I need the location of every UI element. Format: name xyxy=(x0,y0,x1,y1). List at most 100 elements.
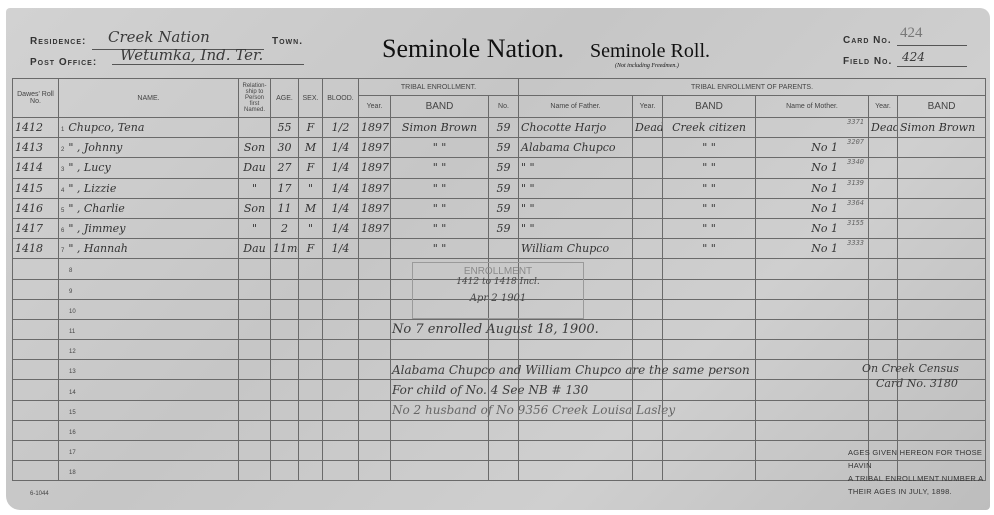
cell-blood: 1/2 xyxy=(322,116,359,139)
cell-name: 3 " , Lucy xyxy=(58,157,239,179)
note-same-person: Alabama Chupco and William Chupco are th… xyxy=(392,363,750,377)
line-number: 5 xyxy=(61,207,65,214)
cell-mother xyxy=(755,278,869,300)
stamp-range: 1412 to 1418 Incl. xyxy=(456,277,540,287)
cell-fband: " " xyxy=(662,197,756,219)
town-label: Town. xyxy=(272,36,303,47)
cell-blood xyxy=(322,439,359,462)
table-row: 1417 6 " , Jimmey " 2 " 1/4 1897 " " 59 " " " " No 1… xyxy=(12,217,987,240)
cell-blood xyxy=(322,419,359,442)
cell-no xyxy=(488,238,519,260)
cell-fyear xyxy=(632,157,663,179)
cell-fband xyxy=(662,399,756,421)
line-number: 9 xyxy=(69,288,73,295)
cell-rel xyxy=(238,258,271,280)
cell-age: 11 xyxy=(270,197,299,219)
cell-mother: 3371 xyxy=(755,116,869,139)
cell-myear xyxy=(868,298,898,320)
cell-fyear xyxy=(632,318,663,341)
table-row: 1416 5 " , Charlie Son 11 M 1/4 1897 " " 59 " " " "… xyxy=(12,197,987,219)
cell-fyear: Dead xyxy=(632,116,663,139)
cell-father xyxy=(518,460,633,482)
cell-dawes xyxy=(12,379,59,401)
cell-age xyxy=(270,460,299,482)
cell-blood xyxy=(322,379,359,401)
cell-year: 1897 xyxy=(358,137,391,159)
footer-line: A TRIBAL ENROLLMENT NUMBER A xyxy=(848,474,984,483)
cell-fband xyxy=(662,460,756,482)
cell-blood xyxy=(322,339,359,361)
line-number: 11 xyxy=(69,328,76,335)
cell-fband: Creek citizen xyxy=(662,116,756,139)
cell-dawes xyxy=(12,339,59,361)
field-no-label: Field No. xyxy=(843,56,893,67)
cell-fyear xyxy=(632,238,663,260)
cell-year xyxy=(358,339,391,361)
cell-mother xyxy=(755,379,869,401)
cell-no: 59 xyxy=(488,177,519,199)
cell-dawes xyxy=(12,419,59,442)
table-row: 1412 1 Chupco, Tena 55 F 1/2 1897 Simon Brown 59… xyxy=(12,116,987,139)
person-name: " , Jimmey xyxy=(68,222,126,236)
cell-sex: F xyxy=(298,116,323,139)
col-parents: TRIBAL ENROLLMENT OF PARENTS. xyxy=(517,78,987,96)
cell-dawes: 1414 xyxy=(12,157,59,179)
cell-dawes: 1412 xyxy=(12,116,59,139)
cell-fband xyxy=(662,278,756,300)
cell-rel xyxy=(238,339,271,361)
cell-myear xyxy=(868,137,898,159)
cell-mother xyxy=(755,419,869,442)
stamp-date: Apr 2 1901 xyxy=(469,293,527,304)
cell-mband xyxy=(896,238,987,260)
cell-blood: 1/4 xyxy=(322,177,359,199)
field-no-value: 424 xyxy=(902,50,925,64)
line-number: 4 xyxy=(61,187,65,194)
cell-mother: No 1 3155 xyxy=(755,217,869,240)
cell-year xyxy=(358,399,391,421)
cell-fband: " " xyxy=(662,238,756,260)
cell-age: 2 xyxy=(270,217,299,240)
cell-sex xyxy=(298,379,323,401)
line-number: 1 xyxy=(61,127,65,134)
census-number: 3207 xyxy=(847,138,864,147)
cell-myear xyxy=(868,278,898,300)
cell-sex xyxy=(298,399,323,421)
col-dawes: Dawes' Roll No. xyxy=(12,78,59,118)
cell-year: 1897 xyxy=(358,157,391,179)
cell-rel xyxy=(238,359,271,381)
cell-band: " " xyxy=(390,217,489,240)
cell-blood xyxy=(322,399,359,421)
blank-row: 8 xyxy=(12,258,987,280)
cell-blood: 1/4 xyxy=(322,137,359,159)
col-age: AGE. xyxy=(270,78,299,118)
cell-sex: M xyxy=(298,137,323,159)
cell-rel: Dau xyxy=(238,238,271,260)
cell-sex xyxy=(298,318,323,341)
cell-father: William Chupco xyxy=(518,238,633,260)
cell-age xyxy=(270,439,299,462)
cell-rel xyxy=(238,399,271,421)
cell-sex: F xyxy=(298,238,323,260)
cell-dawes: 1417 xyxy=(12,217,59,240)
cell-mband xyxy=(896,339,987,361)
cell-year xyxy=(358,298,391,320)
cell-fband xyxy=(662,379,756,401)
cell-name: 12 xyxy=(58,339,239,361)
cell-fyear xyxy=(632,177,663,199)
cell-father: " " xyxy=(518,157,633,179)
residence-label: Residence: xyxy=(30,36,87,47)
table-row: 1415 4 " , Lizzie " 17 " 1/4 1897 " " 59 " " " " No … xyxy=(12,177,987,199)
census-number: 3139 xyxy=(847,178,864,187)
cell-dawes xyxy=(12,298,59,320)
note-enrolled: No 7 enrolled August 18, 1900. xyxy=(392,322,599,337)
cell-father xyxy=(518,439,633,462)
cell-sex xyxy=(298,298,323,320)
cell-name: 10 xyxy=(58,298,239,320)
cell-name: 15 xyxy=(58,399,239,421)
cell-blood: 1/4 xyxy=(322,197,359,219)
census-number: 3364 xyxy=(847,198,864,207)
mother-name: No 1 xyxy=(811,201,838,215)
cell-sex xyxy=(298,278,323,300)
mother-name: No 1 xyxy=(811,141,838,155)
cell-myear xyxy=(868,177,898,199)
